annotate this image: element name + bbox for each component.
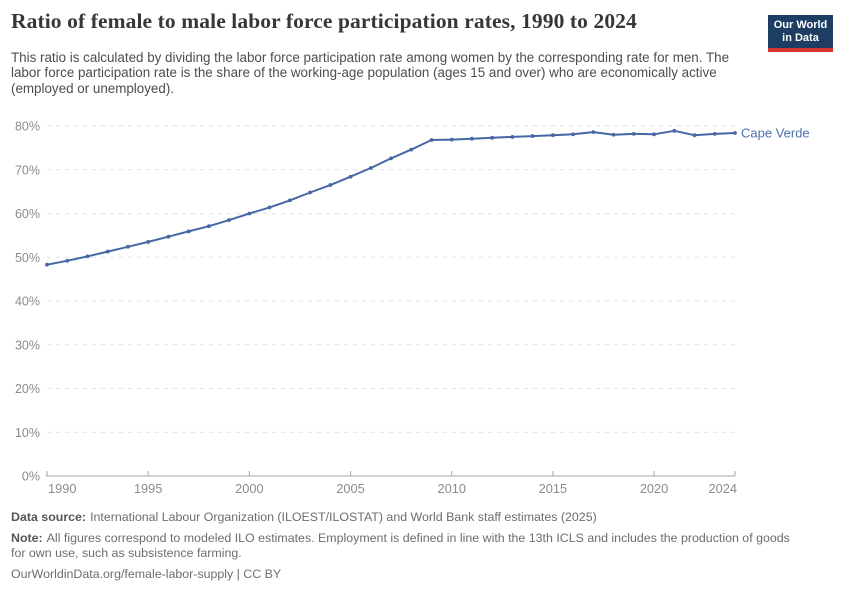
data-point[interactable] <box>591 130 596 135</box>
data-point[interactable] <box>85 254 90 259</box>
y-axis-tick-label: 20% <box>15 382 40 396</box>
data-point[interactable] <box>328 183 333 187</box>
y-axis-tick-label: 50% <box>15 251 40 265</box>
data-point[interactable] <box>348 174 353 179</box>
data-point[interactable] <box>227 218 232 222</box>
y-axis-tick-label: 80% <box>15 120 40 134</box>
data-point[interactable] <box>490 135 495 140</box>
data-point[interactable] <box>712 131 717 136</box>
data-source-line: Data source: International Labour Organiz… <box>11 510 801 525</box>
x-axis-tick-label: 1995 <box>134 481 162 496</box>
note-line: Note: All figures correspond to modeled I… <box>11 531 801 561</box>
data-point[interactable] <box>672 128 677 133</box>
series-label-cape-verde[interactable]: Cape Verde <box>741 126 810 141</box>
data-point[interactable] <box>287 198 292 203</box>
y-axis-tick-label: 10% <box>15 426 40 440</box>
data-point[interactable] <box>530 134 535 138</box>
data-point[interactable] <box>389 156 393 161</box>
x-axis-tick-label: 1990 <box>48 481 76 496</box>
data-point[interactable] <box>105 249 110 254</box>
y-axis-tick-label: 70% <box>15 163 40 177</box>
x-axis-tick-label: 2024 <box>709 481 737 496</box>
data-point[interactable] <box>206 224 211 229</box>
data-point[interactable] <box>267 205 272 210</box>
data-point[interactable] <box>470 136 474 141</box>
chart-footer: Data source: International Labour Organiz… <box>11 510 801 588</box>
data-point[interactable] <box>146 240 151 244</box>
attribution-link[interactable]: OurWorldinData.org/female-labor-supply |… <box>11 567 282 581</box>
data-point[interactable] <box>166 234 171 239</box>
data-point[interactable] <box>65 258 70 263</box>
note-text: All figures correspond to modeled ILO es… <box>11 531 790 560</box>
data-point[interactable] <box>449 137 454 142</box>
owid-logo-line1: Our World <box>773 19 828 31</box>
data-point[interactable] <box>571 132 576 137</box>
owid-logo-line2: in Data <box>782 32 819 44</box>
page-title: Ratio of female to male labor force part… <box>11 9 637 33</box>
note-label: Note: <box>11 531 43 545</box>
data-point[interactable] <box>652 132 656 137</box>
x-axis-tick-label: 2020 <box>640 481 668 496</box>
y-axis-tick-label: 30% <box>15 338 40 352</box>
data-source-label: Data source: <box>11 510 87 524</box>
owid-logo[interactable]: Our World in Data <box>768 15 833 52</box>
x-axis-tick-label: 2010 <box>437 481 465 496</box>
data-point[interactable] <box>186 229 191 234</box>
data-point[interactable] <box>308 190 312 195</box>
series-line-cape-verde[interactable] <box>46 129 736 266</box>
data-point[interactable] <box>692 133 697 138</box>
data-point[interactable] <box>550 133 555 138</box>
y-axis-tick-label: 0% <box>22 470 40 484</box>
x-axis-tick-label: 2015 <box>539 481 567 496</box>
data-point[interactable] <box>733 131 737 135</box>
data-point[interactable] <box>126 244 130 249</box>
y-axis-tick-label: 40% <box>15 295 40 309</box>
x-axis-tick-label: 2005 <box>336 481 364 496</box>
data-point[interactable] <box>429 138 434 142</box>
y-axis-tick-label: 60% <box>15 207 40 221</box>
data-point[interactable] <box>409 147 414 152</box>
data-point[interactable] <box>247 211 252 216</box>
data-point[interactable] <box>368 166 373 170</box>
data-point[interactable] <box>510 135 515 139</box>
data-point[interactable] <box>611 132 616 137</box>
data-point[interactable] <box>631 131 636 136</box>
x-axis-tick-label: 2000 <box>235 481 263 496</box>
chart-subtitle: This ratio is calculated by dividing the… <box>11 50 730 96</box>
data-point[interactable] <box>45 262 49 267</box>
data-source-text: International Labour Organization (ILOES… <box>90 510 597 524</box>
